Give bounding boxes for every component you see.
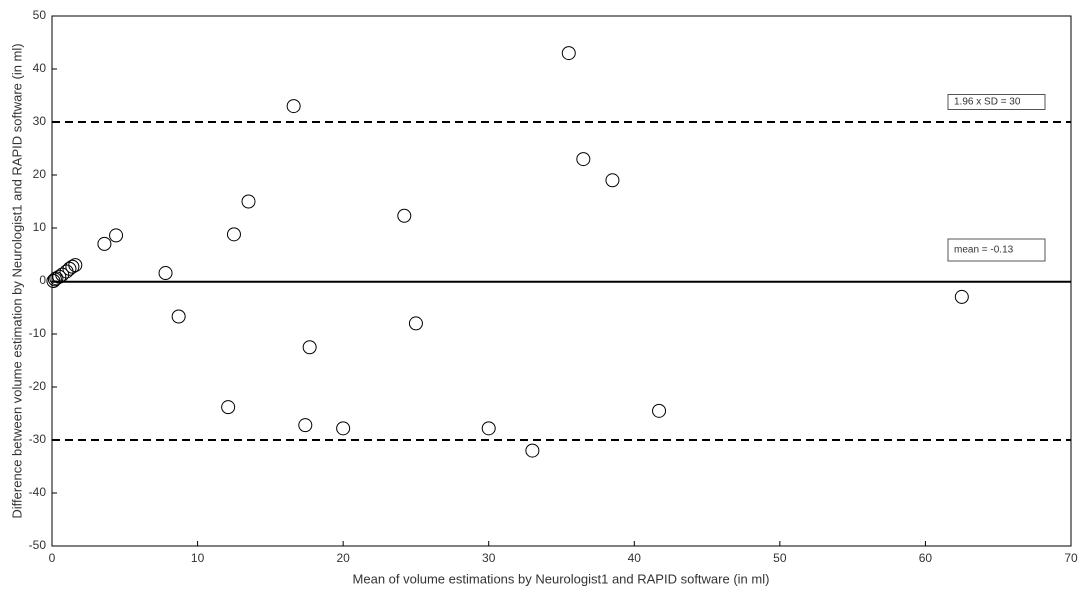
x-axis-label: Mean of volume estimations by Neurologis… [353, 571, 770, 586]
point [97, 236, 112, 251]
point [241, 194, 256, 209]
point [158, 266, 173, 281]
point [52, 269, 67, 284]
y-tick-label: -40 [29, 485, 47, 499]
y-tick-label: -30 [29, 432, 47, 446]
point [68, 258, 83, 273]
x-tick-label: 50 [773, 551, 787, 565]
point [65, 259, 80, 274]
point [109, 228, 124, 243]
y-tick-label: 10 [33, 220, 47, 234]
point [47, 272, 62, 287]
point [954, 289, 969, 304]
point [298, 418, 313, 433]
point [59, 264, 74, 279]
y-tick-label: -20 [29, 379, 47, 393]
x-tick-label: 70 [1064, 551, 1078, 565]
y-tick-label: -10 [29, 326, 47, 340]
y-tick-label: -50 [29, 538, 47, 552]
point [226, 227, 241, 242]
y-tick-label: 20 [33, 167, 47, 181]
y-tick-label: 0 [39, 273, 46, 287]
x-tick-label: 40 [628, 551, 642, 565]
annotation: 1.96 x SD = 30 [954, 97, 1021, 108]
x-tick-label: 20 [336, 551, 350, 565]
x-tick-label: 60 [919, 551, 933, 565]
point [652, 403, 667, 418]
point [397, 208, 412, 223]
point [481, 421, 496, 436]
annotation-box [947, 94, 1046, 110]
x-tick-label: 30 [482, 551, 496, 565]
x-tick-label: 10 [191, 551, 205, 565]
point [336, 421, 351, 436]
point [221, 400, 236, 415]
point [286, 99, 301, 114]
annotation: mean = -0.13 [954, 245, 1014, 256]
annotation-box [947, 238, 1046, 262]
point [408, 316, 423, 331]
y-tick-label: 50 [33, 8, 47, 22]
point [171, 309, 186, 324]
y-axis-label: Difference between volume estimation by … [9, 43, 24, 518]
point [576, 152, 591, 167]
point [55, 267, 70, 282]
point [561, 46, 576, 61]
y-tick-label: 40 [33, 61, 47, 75]
point [525, 443, 540, 458]
y-tick-label: 30 [33, 114, 47, 128]
point [302, 340, 317, 355]
point [605, 173, 620, 188]
x-tick-label: 0 [49, 551, 56, 565]
